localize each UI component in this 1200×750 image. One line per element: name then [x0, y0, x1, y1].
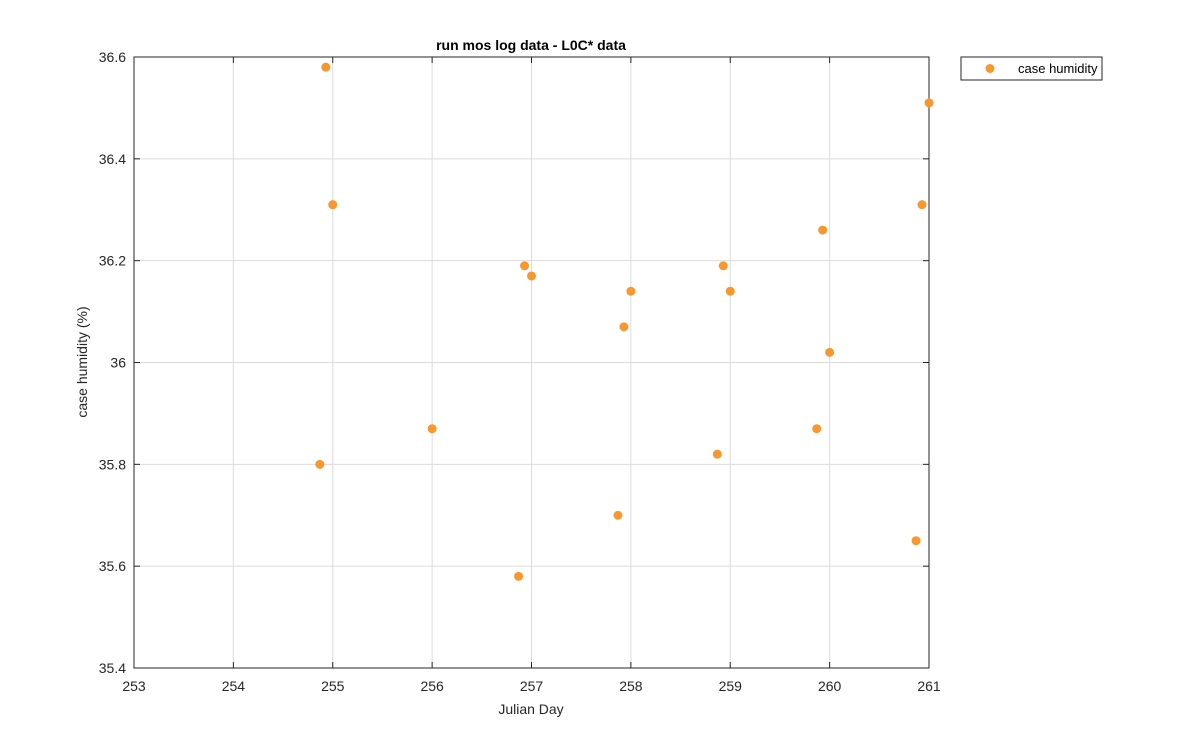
x-tick-label: 259	[719, 678, 743, 694]
data-point	[321, 62, 331, 72]
y-tick-label: 36.6	[99, 49, 126, 65]
y-tick-labels: 35.4 35.6 35.8 36 36.2 36.4 36.6	[99, 49, 126, 676]
y-tick-label: 36.2	[99, 253, 126, 269]
data-point	[917, 200, 927, 210]
x-tick-label: 255	[321, 678, 345, 694]
legend-label: case humidity	[1018, 61, 1098, 76]
data-point	[315, 459, 325, 469]
legend-marker	[985, 64, 995, 73]
legend: case humidity	[960, 56, 1103, 81]
x-axis-label: Julian Day	[498, 701, 563, 717]
x-tick-label: 258	[619, 678, 643, 694]
data-point	[328, 200, 338, 210]
data-point	[427, 424, 437, 434]
x-tick-labels: 253 254 255 256 257 258 259 260 261	[122, 678, 941, 694]
data-point	[619, 322, 629, 332]
x-tick-label: 254	[222, 678, 246, 694]
data-points	[315, 62, 934, 581]
data-point	[626, 286, 636, 296]
chart-title: run mos log data - L0C* data	[436, 37, 626, 53]
data-point	[712, 449, 722, 459]
data-point	[924, 98, 934, 108]
data-point	[812, 424, 822, 434]
y-tick-label: 35.8	[99, 456, 126, 472]
legend-box	[960, 56, 1103, 81]
data-point	[725, 286, 735, 296]
data-point	[718, 261, 728, 271]
data-point	[818, 225, 828, 235]
x-tick-label: 260	[818, 678, 842, 694]
x-tick-label: 261	[917, 678, 941, 694]
data-point	[527, 271, 536, 281]
data-point	[911, 536, 921, 546]
x-tick-label: 253	[122, 678, 146, 694]
data-point	[825, 347, 835, 357]
plot-frame	[133, 56, 930, 669]
data-point	[613, 510, 623, 520]
data-point	[514, 571, 524, 581]
x-tick-label: 256	[420, 678, 444, 694]
x-tick-label: 257	[520, 678, 544, 694]
y-tick-label: 35.6	[99, 558, 126, 574]
y-tick-label: 36.4	[99, 151, 126, 167]
y-tick-label: 36	[110, 355, 126, 371]
y-axis-label: case humidity (%)	[74, 306, 90, 417]
data-point	[520, 261, 530, 271]
y-tick-label: 35.4	[99, 660, 126, 676]
